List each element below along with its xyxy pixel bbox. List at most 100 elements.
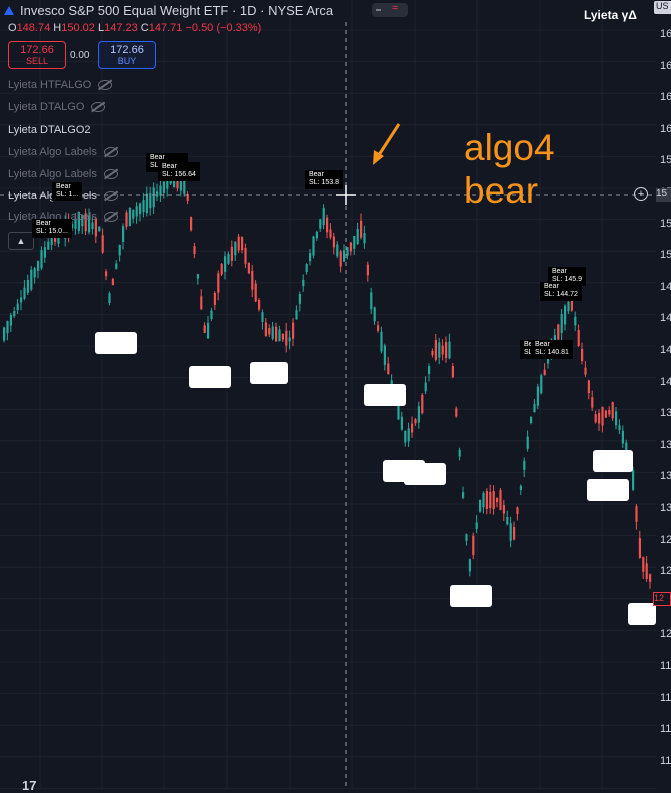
bear-title: Bear bbox=[535, 341, 550, 348]
candle-body bbox=[400, 416, 403, 430]
indicator-dtalgo2[interactable]: Lyieta DTALGO2 bbox=[8, 124, 91, 136]
candle-body bbox=[397, 399, 400, 420]
candle-body bbox=[543, 369, 546, 376]
candle-body bbox=[383, 345, 386, 365]
candle-body bbox=[625, 442, 628, 451]
indicator-dtalgo[interactable]: Lyieta DTALGO bbox=[8, 101, 106, 113]
candle-body bbox=[33, 268, 36, 278]
candle-body bbox=[482, 492, 485, 508]
eye-hidden-icon[interactable] bbox=[103, 147, 118, 158]
indicator-htfalgo[interactable]: Lyieta HTFALGO bbox=[8, 79, 113, 91]
price-tick: 14 bbox=[660, 280, 671, 293]
collapse-legend-button[interactable]: ▲ bbox=[8, 232, 34, 250]
chart-mode-toggle[interactable]: ≈ bbox=[372, 2, 408, 17]
candle-body bbox=[360, 220, 363, 238]
eye-hidden-icon[interactable] bbox=[103, 169, 118, 180]
tradingview-logo[interactable]: 17 bbox=[22, 778, 37, 793]
candle-body bbox=[244, 247, 247, 264]
bear-label: Bear SL: 140.81 bbox=[531, 340, 573, 359]
candle-body bbox=[608, 410, 611, 415]
bear-label: Bear SL: 144.72 bbox=[540, 282, 582, 301]
candle-body bbox=[302, 279, 305, 287]
close-value: 147.71 bbox=[148, 22, 183, 34]
candle-body bbox=[438, 342, 441, 358]
candle-body bbox=[380, 331, 383, 352]
eye-hidden-icon[interactable] bbox=[98, 80, 113, 91]
candle-body bbox=[156, 191, 159, 197]
candle-body bbox=[479, 499, 482, 512]
candle-body bbox=[536, 386, 539, 406]
candle-body bbox=[186, 193, 189, 201]
candle-body bbox=[615, 411, 618, 426]
bear-label: Bear SL: 15.0... bbox=[32, 219, 72, 238]
eye-hidden-icon[interactable] bbox=[91, 102, 106, 113]
indicator-algo-labels-1[interactable]: Lyieta Algo Labels bbox=[8, 146, 118, 158]
crosshair-cursor-icon bbox=[336, 185, 356, 205]
candle-body bbox=[540, 375, 543, 394]
candle-body bbox=[370, 292, 373, 310]
candle-body bbox=[441, 345, 444, 355]
sell-button[interactable]: 172.66 SELL bbox=[8, 41, 66, 69]
candle-body bbox=[322, 207, 325, 226]
candle-body bbox=[329, 229, 332, 238]
chart-annotation[interactable]: algo4 bear bbox=[464, 126, 555, 212]
candle-body bbox=[645, 563, 648, 579]
bear-label: Bear SL: 1... bbox=[52, 182, 83, 201]
candle-body bbox=[149, 193, 152, 209]
candle-body bbox=[173, 174, 176, 188]
candle-body bbox=[37, 261, 40, 271]
buy-label: BUY bbox=[117, 56, 137, 66]
price-tick: 15 bbox=[660, 249, 671, 262]
indicator-algo-labels-2[interactable]: Lyieta Algo Labels bbox=[8, 168, 118, 180]
symbol-title[interactable]: Invesco S&P 500 Equal Weight ETF · 1D · … bbox=[20, 3, 334, 18]
candle-body bbox=[268, 328, 271, 335]
candle-body bbox=[649, 574, 652, 582]
low-value: 147.23 bbox=[104, 22, 138, 34]
candle-body bbox=[601, 406, 604, 426]
candle-body bbox=[339, 251, 342, 267]
candle-body bbox=[159, 185, 162, 196]
candle-body bbox=[213, 292, 216, 305]
candle-body bbox=[621, 430, 624, 444]
candle-body bbox=[431, 350, 434, 356]
candle-body bbox=[94, 218, 97, 237]
indicator-algo-labels-4[interactable]: Lyieta Algo Labels bbox=[8, 211, 118, 223]
candle-body bbox=[125, 212, 128, 227]
candle-body bbox=[295, 310, 298, 320]
buy-button[interactable]: 172.66 BUY bbox=[98, 41, 156, 69]
eye-hidden-icon[interactable] bbox=[103, 191, 118, 202]
candle-body bbox=[139, 203, 142, 215]
candle-body bbox=[618, 425, 621, 431]
candle-body bbox=[587, 380, 590, 394]
bear-sl: SL: 140.81 bbox=[535, 349, 569, 356]
candle-body bbox=[254, 283, 257, 302]
price-tick: 16 bbox=[660, 122, 671, 135]
bear-title: Bear bbox=[150, 154, 165, 161]
candle-body bbox=[547, 357, 550, 364]
sell-label: SELL bbox=[25, 56, 49, 66]
candle-body bbox=[26, 279, 29, 293]
candle-body bbox=[264, 322, 267, 337]
eye-hidden-icon[interactable] bbox=[103, 212, 118, 223]
candle-body bbox=[560, 314, 563, 333]
candle-body bbox=[142, 200, 145, 213]
candle-body bbox=[366, 264, 369, 276]
candle-body bbox=[642, 557, 645, 572]
candle-body bbox=[88, 215, 91, 233]
candle-body bbox=[428, 366, 431, 374]
last-price-label: 12 bbox=[653, 592, 671, 606]
candle-body bbox=[424, 382, 427, 392]
candle-body bbox=[577, 330, 580, 346]
add-plus-icon[interactable]: + bbox=[634, 187, 648, 201]
candle-body bbox=[468, 559, 471, 572]
candle-body bbox=[210, 310, 213, 320]
price-axis[interactable]: 16 16 16 16 15 15 15 15 14 14 14 14 13 13 13 13 12 12 12 12… bbox=[656, 0, 671, 790]
candle-body bbox=[179, 176, 182, 191]
candle-body bbox=[251, 270, 254, 290]
candle-body bbox=[247, 263, 250, 274]
candle-body bbox=[526, 436, 529, 449]
candle-body bbox=[315, 231, 318, 239]
candle-body bbox=[115, 263, 118, 269]
candle-body bbox=[496, 497, 499, 503]
